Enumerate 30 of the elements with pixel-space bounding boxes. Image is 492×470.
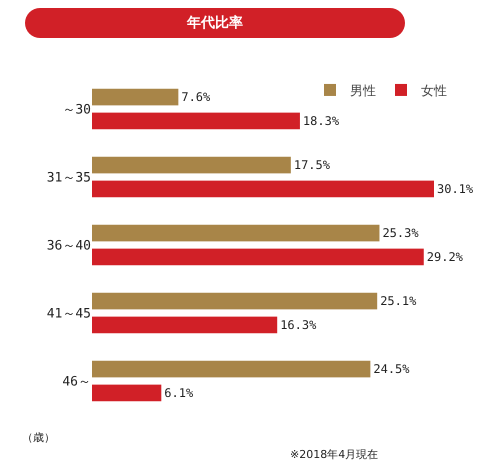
legend-label: 男性 xyxy=(350,84,376,100)
bar xyxy=(92,316,278,334)
bar xyxy=(92,224,380,242)
data-label: 18.3% xyxy=(302,114,340,128)
data-label: 17.5% xyxy=(294,158,331,172)
data-label: 6.1% xyxy=(164,386,194,400)
text: （歳） xyxy=(22,431,55,444)
data-label: 29.2% xyxy=(426,250,464,264)
text: ※2018年4月現在 xyxy=(290,448,378,461)
y-tick-label: 31～35 xyxy=(46,170,91,186)
data-label: 25.3% xyxy=(382,226,420,240)
bar xyxy=(92,112,300,130)
data-label: 16.3% xyxy=(280,318,318,332)
legend-label: 女性 xyxy=(421,84,447,100)
y-tick-label: 41～45 xyxy=(46,306,91,322)
bar xyxy=(92,156,291,174)
y-tick-label: ～30 xyxy=(62,102,91,118)
data-label: 30.1% xyxy=(437,182,474,196)
y-tick-label: 46～ xyxy=(62,374,91,390)
data-label: 24.5% xyxy=(373,362,410,376)
bar xyxy=(92,180,434,198)
data-label: 25.1% xyxy=(380,294,418,308)
data-label: 7.6% xyxy=(181,90,212,104)
title-banner: 年代比率 xyxy=(25,8,405,38)
y-tick-label: 36～40 xyxy=(46,238,91,254)
bar xyxy=(92,88,178,106)
bar xyxy=(92,384,162,402)
bar xyxy=(92,360,370,378)
bar xyxy=(92,248,424,266)
bar xyxy=(92,292,378,310)
